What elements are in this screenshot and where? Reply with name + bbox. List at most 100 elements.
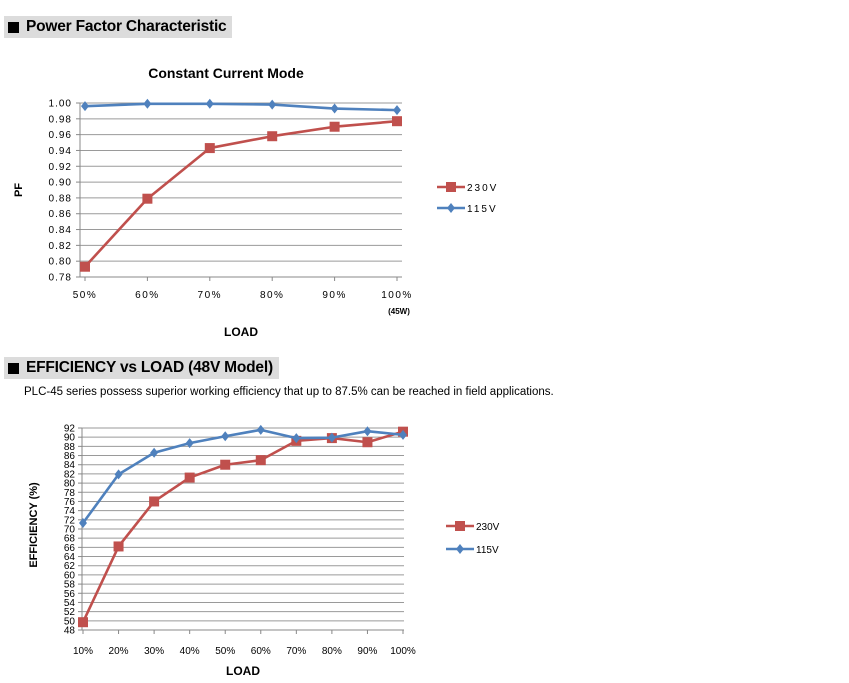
data-point-115V <box>150 447 159 458</box>
x-tick-label: 20% <box>109 646 129 657</box>
data-point-115V <box>143 98 152 109</box>
y-tick-label: 48 <box>64 626 76 637</box>
x-tick-label: 30% <box>144 646 164 657</box>
x-tick-label: 80% <box>322 646 342 657</box>
chart-1 <box>76 98 465 281</box>
x-tick-label: 60% <box>135 290 160 301</box>
eff-section-header: EFFICIENCY vs LOAD (48V Model) <box>4 357 279 379</box>
chart-title: Constant Current Mode <box>148 65 304 81</box>
y-tick-label: 0.78 <box>49 273 72 284</box>
y-tick-label: 82 <box>64 469 76 480</box>
series-line-115V <box>84 102 398 112</box>
data-point-115V <box>327 432 336 443</box>
x-axis-label: LOAD <box>226 664 260 678</box>
y-tick-label: 90 <box>64 433 76 444</box>
y-tick-label: 52 <box>64 607 76 618</box>
y-tick-label: 70 <box>64 525 76 536</box>
data-point-115V <box>256 424 265 435</box>
x-tick-label: 10% <box>73 646 93 657</box>
legend-label-115V: 115V <box>467 204 498 215</box>
data-point-115V <box>292 433 301 444</box>
data-point-230V <box>113 541 124 552</box>
x-tick-label: 100% <box>381 290 413 301</box>
data-point-115V <box>114 469 123 480</box>
x-tick-label: 100% <box>390 646 416 657</box>
series-line-115V <box>81 428 404 524</box>
data-point-230V <box>329 121 340 132</box>
x-tick-label: 40% <box>180 646 200 657</box>
legend-label-230V: 230V <box>476 522 500 533</box>
data-point-115V <box>79 518 87 529</box>
x-tick-label: 90% <box>322 290 347 301</box>
data-point-230V <box>220 459 231 470</box>
legend-marker-115V <box>447 203 455 213</box>
y-tick-label: 0.82 <box>49 241 72 252</box>
data-point-115V <box>221 431 230 442</box>
y-tick-label: 50 <box>64 616 76 627</box>
y-tick-label: 66 <box>64 543 76 554</box>
y-axis-label: EFFICIENCY (%) <box>28 482 40 568</box>
square-bullet-icon <box>8 362 19 374</box>
data-point-115V <box>268 99 277 110</box>
y-tick-label: 0.88 <box>49 193 72 204</box>
data-point-230V <box>149 496 160 507</box>
y-tick-label: 78 <box>64 488 76 499</box>
data-point-230V <box>392 116 402 127</box>
x-tick-label: 90% <box>357 646 377 657</box>
legend-label-230V: 230V <box>467 183 498 194</box>
data-point-115V <box>399 429 407 440</box>
y-tick-label: 60 <box>64 570 76 581</box>
x-tick-label: 50% <box>215 646 235 657</box>
data-point-230V <box>362 437 373 448</box>
data-point-230V <box>255 455 266 466</box>
y-tick-label: 86 <box>64 451 76 462</box>
y-tick-label: 54 <box>64 598 76 609</box>
x-tick-label: 70% <box>286 646 306 657</box>
data-point-115V <box>205 98 214 109</box>
y-tick-label: 0.92 <box>49 162 72 173</box>
x-tick-label: 60% <box>251 646 271 657</box>
y-tick-label: 80 <box>64 479 76 490</box>
pf-section-header: Power Factor Characteristic <box>4 16 233 38</box>
y-tick-label: 76 <box>64 497 76 508</box>
data-point-230V <box>267 131 278 142</box>
y-tick-label: 84 <box>64 460 76 471</box>
eff-description: PLC-45 series possess superior working e… <box>24 386 554 398</box>
y-tick-label: 92 <box>64 424 76 435</box>
y-tick-label: 56 <box>64 589 76 600</box>
y-tick-label: 0.96 <box>49 130 72 141</box>
data-point-230V <box>142 193 153 204</box>
data-point-230V <box>204 143 215 154</box>
square-bullet-icon <box>8 21 19 33</box>
y-tick-label: 58 <box>64 580 76 591</box>
y-tick-label: 62 <box>64 561 76 572</box>
y-tick-label: 0.90 <box>49 178 72 189</box>
x-axis-note: (45W) <box>388 307 410 316</box>
legend-marker-230V <box>446 182 456 192</box>
legend-marker-115V <box>456 544 464 554</box>
pf-section-title: Power Factor Characteristic <box>26 18 227 35</box>
data-point-115V <box>363 426 372 437</box>
y-tick-label: 68 <box>64 534 76 545</box>
data-point-230V <box>184 472 195 483</box>
data-point-230V <box>80 261 90 272</box>
eff-section-title: EFFICIENCY vs LOAD (48V Model) <box>26 359 273 376</box>
x-tick-label: 50% <box>73 290 98 301</box>
y-tick-label: 0.80 <box>49 257 72 268</box>
y-tick-label: 0.84 <box>49 225 72 236</box>
y-tick-label: 0.86 <box>49 209 72 220</box>
data-point-115V <box>81 101 89 112</box>
data-point-230V <box>78 617 88 628</box>
x-tick-label: 70% <box>198 290 223 301</box>
y-axis-label: PF <box>13 183 25 197</box>
y-tick-label: 1.00 <box>49 99 72 110</box>
y-tick-label: 72 <box>64 515 76 526</box>
chart-2 <box>78 424 474 634</box>
legend-marker-230V <box>455 521 465 531</box>
data-point-115V <box>330 103 339 114</box>
data-point-115V <box>185 438 194 449</box>
x-axis-label: LOAD <box>224 325 258 339</box>
legend-label-115V: 115V <box>476 545 499 556</box>
y-tick-label: 0.94 <box>49 146 72 157</box>
series-line-230V <box>81 430 404 623</box>
